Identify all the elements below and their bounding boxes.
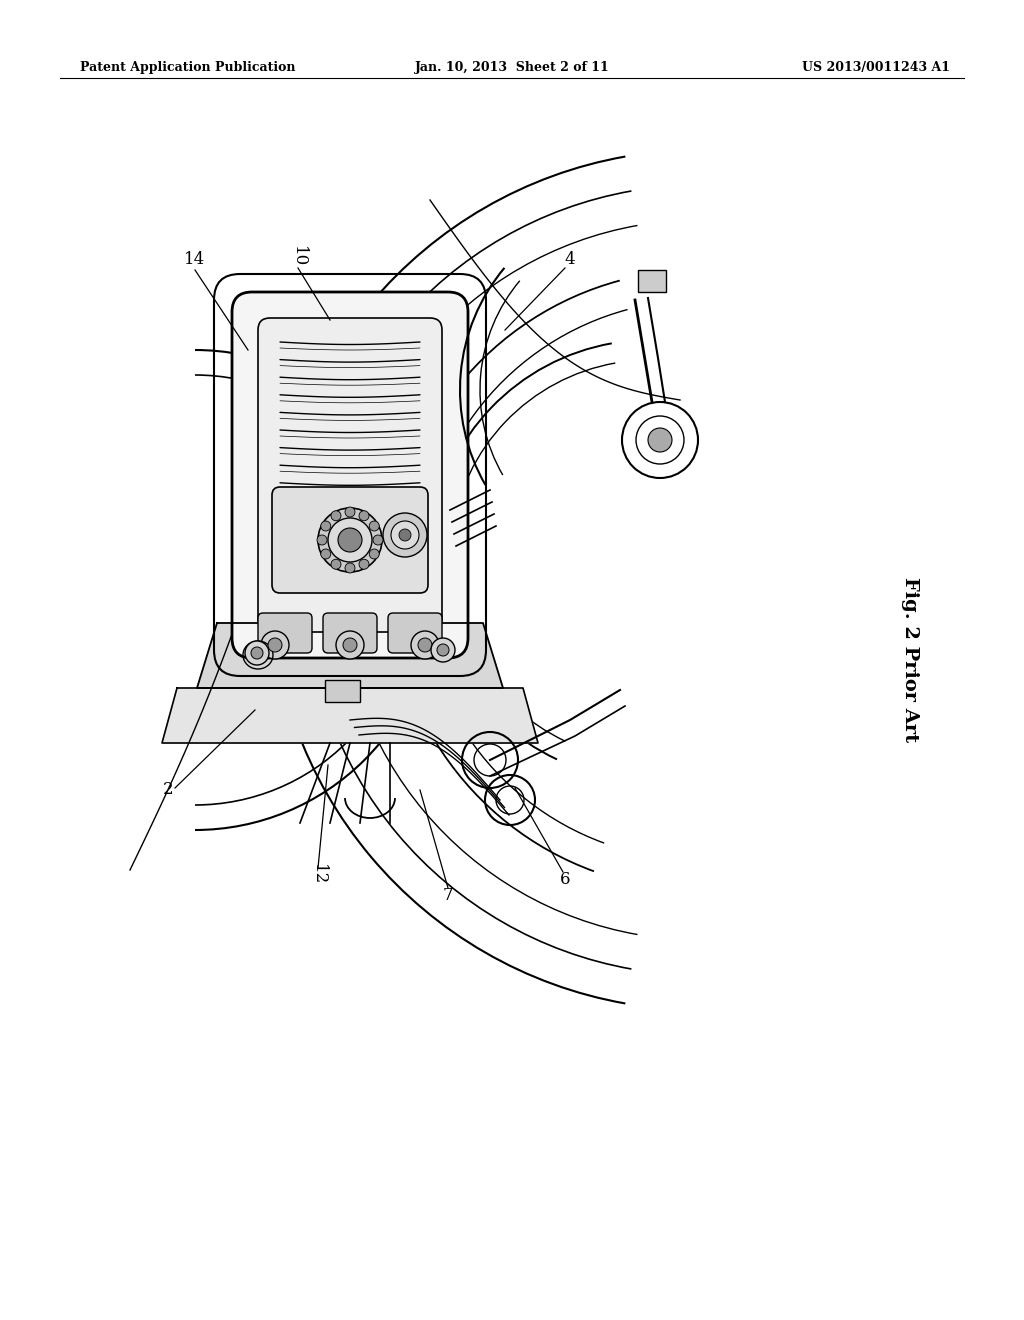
Circle shape — [261, 631, 289, 659]
Circle shape — [370, 521, 379, 531]
Circle shape — [318, 508, 382, 572]
FancyBboxPatch shape — [272, 487, 428, 593]
Circle shape — [431, 638, 455, 663]
Text: 2: 2 — [163, 781, 173, 799]
Text: 10: 10 — [290, 247, 306, 268]
Text: Jan. 10, 2013  Sheet 2 of 11: Jan. 10, 2013 Sheet 2 of 11 — [415, 62, 609, 74]
Circle shape — [648, 428, 672, 451]
FancyBboxPatch shape — [258, 612, 312, 653]
Circle shape — [345, 564, 355, 573]
Bar — [638, 271, 666, 292]
Circle shape — [268, 638, 282, 652]
Circle shape — [336, 631, 364, 659]
Circle shape — [317, 535, 327, 545]
Text: 7: 7 — [442, 887, 454, 903]
Circle shape — [370, 549, 379, 558]
Circle shape — [331, 560, 341, 569]
Circle shape — [383, 513, 427, 557]
Circle shape — [321, 549, 331, 558]
Circle shape — [437, 644, 449, 656]
Circle shape — [411, 631, 439, 659]
Circle shape — [399, 529, 411, 541]
Circle shape — [359, 511, 369, 521]
FancyBboxPatch shape — [388, 612, 442, 653]
FancyBboxPatch shape — [323, 612, 377, 653]
Circle shape — [343, 638, 357, 652]
Circle shape — [338, 528, 362, 552]
Text: 6: 6 — [560, 871, 570, 888]
Text: Fig. 2 Prior Art: Fig. 2 Prior Art — [901, 577, 919, 743]
Circle shape — [331, 511, 341, 521]
Circle shape — [391, 521, 419, 549]
FancyBboxPatch shape — [232, 292, 468, 657]
Circle shape — [373, 535, 383, 545]
Circle shape — [345, 507, 355, 517]
Circle shape — [245, 642, 269, 665]
Text: Patent Application Publication: Patent Application Publication — [80, 62, 296, 74]
FancyBboxPatch shape — [258, 318, 442, 632]
Polygon shape — [197, 623, 503, 688]
Circle shape — [418, 638, 432, 652]
Bar — [325, 680, 360, 702]
Text: 12: 12 — [309, 865, 327, 886]
Circle shape — [321, 521, 331, 531]
Text: 4: 4 — [564, 252, 575, 268]
Text: US 2013/0011243 A1: US 2013/0011243 A1 — [802, 62, 950, 74]
Circle shape — [251, 647, 263, 659]
Text: 14: 14 — [184, 252, 206, 268]
Circle shape — [328, 517, 372, 562]
Circle shape — [359, 560, 369, 569]
Polygon shape — [162, 688, 538, 743]
